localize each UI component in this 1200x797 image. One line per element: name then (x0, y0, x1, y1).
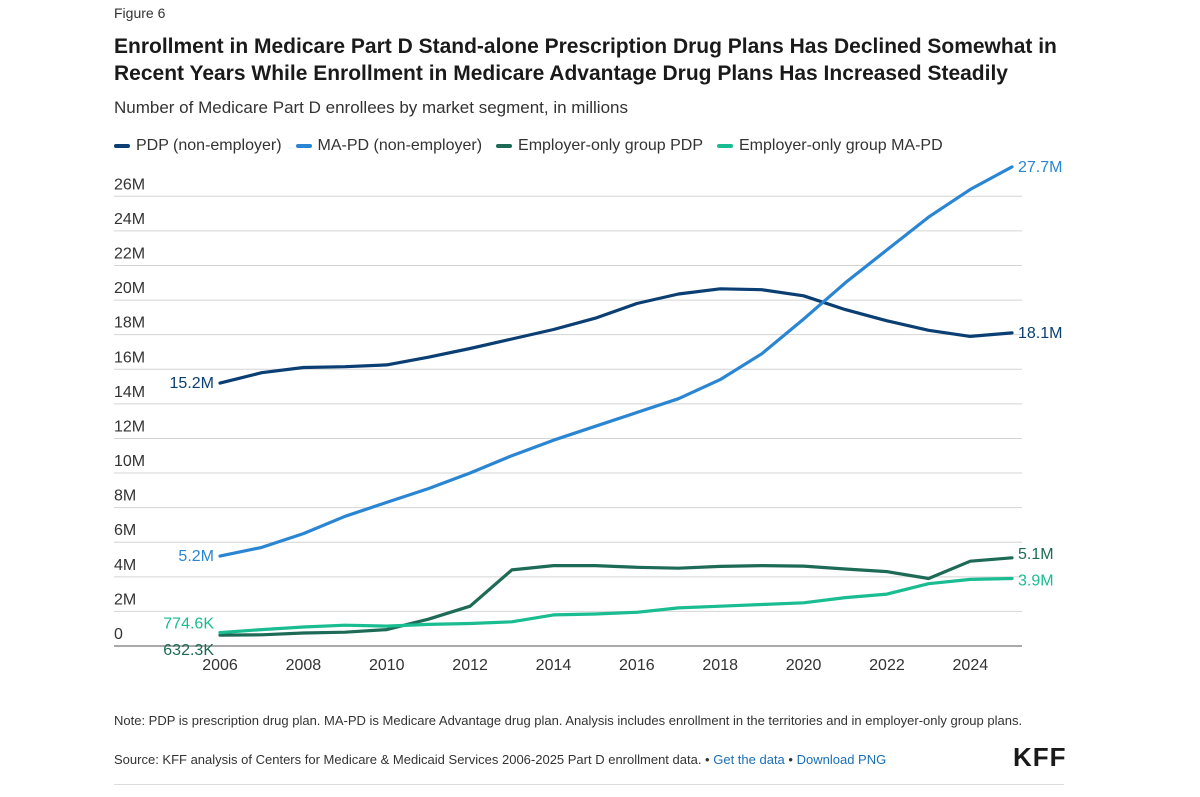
y-tick-label: 0 (114, 626, 123, 643)
end-value-label: 3.9M (1018, 573, 1054, 590)
chart-title: Enrollment in Medicare Part D Stand-alon… (114, 35, 1057, 85)
legend-item-mapd[interactable]: MA-PD (non-employer) (295, 137, 483, 155)
axis-labels: 0 2M 4M 6M 8M 10M 12M 14M 16M 18M 20M 22M 24M 26M 2006… (114, 176, 988, 674)
series-line (218, 556, 1014, 637)
start-value-label: 774.6K (163, 616, 214, 633)
footer-divider (114, 784, 1064, 785)
y-tick-label: 24M (114, 211, 145, 228)
x-tick-label: 2008 (286, 657, 322, 674)
legend-swatch (295, 144, 312, 148)
series-line (218, 287, 1014, 385)
legend-item-pdp[interactable]: PDP (non-employer) (114, 137, 282, 155)
data-labels: 15.2M 18.1M 5.2M 27.7M 632.3K 5.1M 774.6K 3.9M (163, 160, 1062, 659)
end-value-label: 18.1M (1018, 325, 1062, 342)
x-tick-label: 2010 (369, 657, 405, 674)
y-tick-label: 22M (114, 245, 145, 262)
legend-label: Employer-only group MA-PD (739, 137, 943, 154)
legend-swatch (114, 144, 130, 148)
gridlines (114, 195, 1022, 647)
legend-label: Employer-only group PDP (518, 137, 703, 154)
end-value-label: 27.7M (1018, 160, 1062, 176)
end-value-label: 5.1M (1018, 546, 1054, 563)
series-line (218, 165, 1014, 558)
link-separator: • (788, 752, 793, 767)
y-tick-label: 4M (114, 557, 136, 574)
download-png-link[interactable]: Download PNG (796, 752, 887, 767)
start-value-label: 15.2M (170, 375, 214, 392)
start-value-label: 5.2M (178, 548, 214, 565)
line-chart: 0 2M 4M 6M 8M 10M 12M 14M 16M 18M 20M 22M 24M 26M 2006… (114, 160, 1062, 674)
legend-label: MA-PD (non-employer) (317, 137, 483, 154)
x-tick-label: 2014 (536, 657, 572, 674)
y-tick-label: 26M (114, 176, 145, 193)
x-tick-label: 2012 (452, 657, 488, 674)
legend: PDP (non-employer) MA-PD (non-employer) … (114, 137, 943, 155)
legend-item-employer-pdp[interactable]: Employer-only group PDP (496, 137, 703, 155)
legend-swatch (717, 144, 733, 148)
chart-subtitle: Number of Medicare Part D enrollees by m… (114, 98, 628, 117)
y-tick-label: 6M (114, 522, 136, 539)
kff-logo: KFF (1013, 742, 1067, 772)
x-tick-label: 2016 (619, 657, 655, 674)
y-tick-label: 16M (114, 349, 145, 366)
legend-item-employer-mapd[interactable]: Employer-only group MA-PD (717, 137, 943, 155)
y-tick-label: 12M (114, 418, 145, 435)
y-tick-label: 20M (114, 280, 145, 297)
start-value-label: 632.3K (163, 642, 214, 659)
series-lines (218, 165, 1014, 637)
x-tick-label: 2006 (202, 657, 238, 674)
legend-swatch (496, 144, 513, 148)
figure-label: Figure 6 (114, 5, 166, 21)
series-line (218, 576, 1014, 635)
x-tick-label: 2024 (953, 657, 989, 674)
x-tick-label: 2022 (869, 657, 905, 674)
y-tick-label: 10M (114, 453, 145, 470)
y-tick-label: 8M (114, 488, 136, 505)
get-data-link[interactable]: Get the data (713, 752, 785, 767)
y-tick-label: 14M (114, 384, 145, 401)
y-tick-label: 2M (114, 591, 136, 608)
x-tick-label: 2020 (786, 657, 822, 674)
source-text: Source: KFF analysis of Centers for Medi… (114, 752, 710, 767)
y-tick-label: 18M (114, 315, 145, 332)
chart-note: Note: PDP is prescription drug plan. MA-… (114, 713, 1023, 728)
legend-label: PDP (non-employer) (136, 137, 282, 154)
chart-source: Source: KFF analysis of Centers for Medi… (114, 752, 886, 767)
x-tick-label: 2018 (702, 657, 738, 674)
